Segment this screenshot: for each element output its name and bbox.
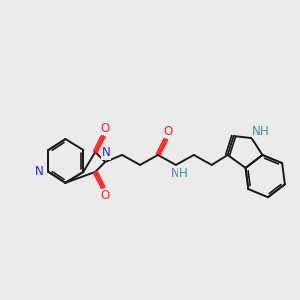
Text: N: N (35, 165, 44, 178)
Text: O: O (100, 189, 110, 202)
Text: H: H (260, 124, 269, 138)
Text: N: N (252, 124, 261, 138)
Text: O: O (100, 122, 110, 135)
Text: N: N (170, 167, 179, 180)
Text: O: O (163, 124, 172, 138)
Text: N: N (102, 146, 111, 160)
Text: H: H (178, 167, 187, 180)
